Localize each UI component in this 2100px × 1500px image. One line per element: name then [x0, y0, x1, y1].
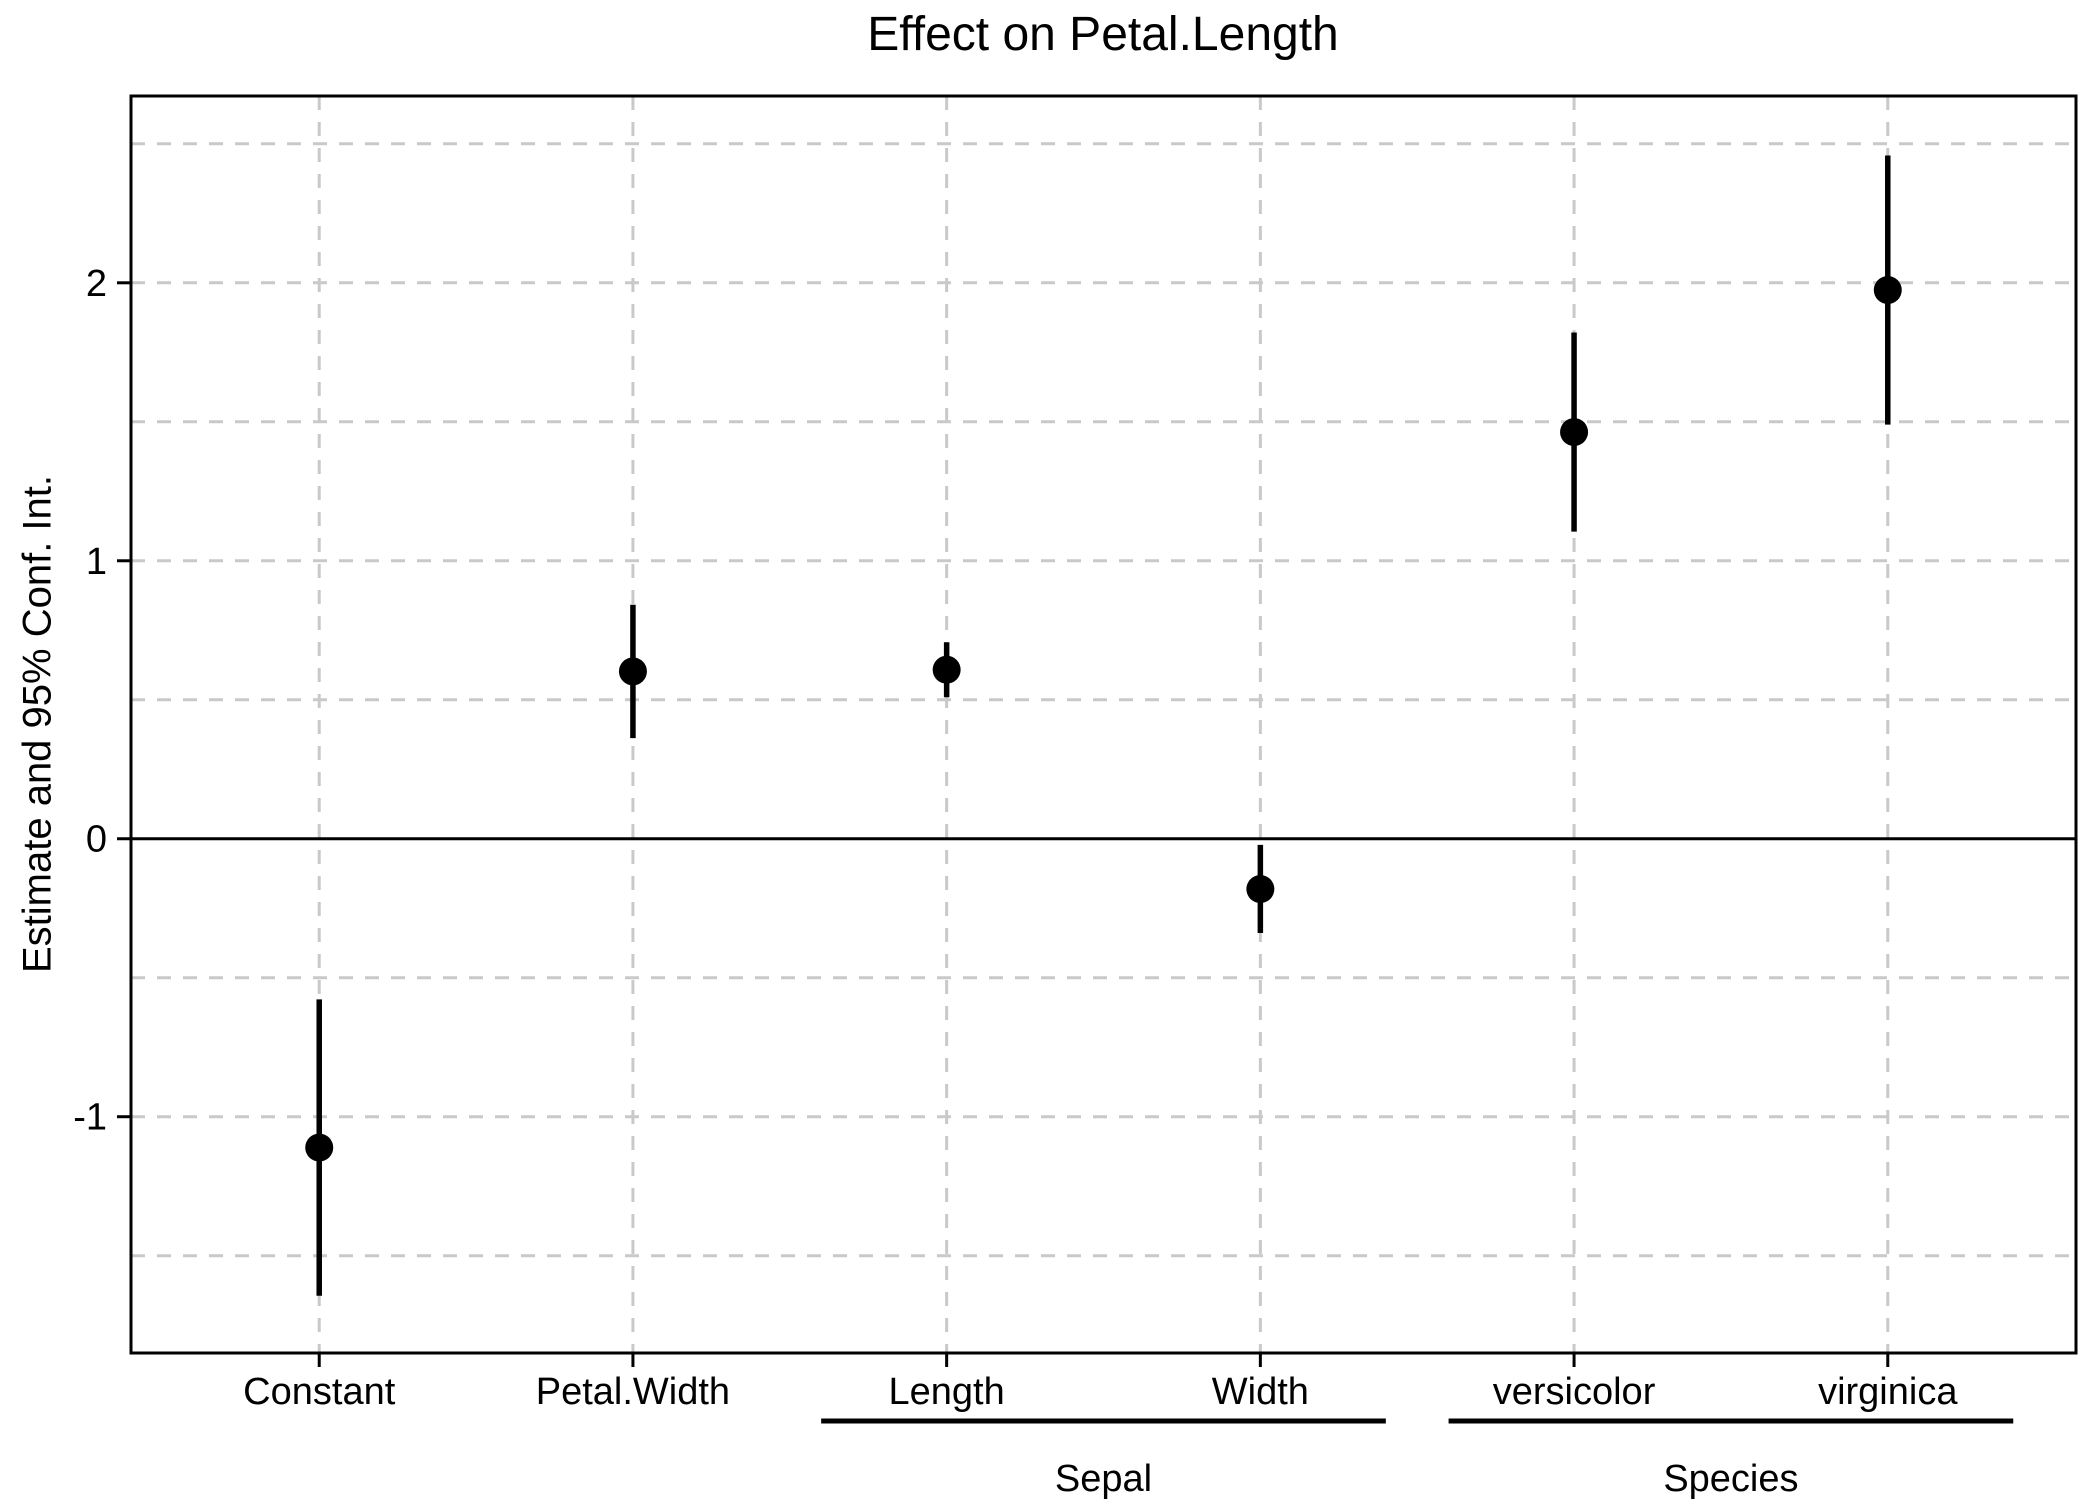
- chart-title: Effect on Petal.Length: [867, 8, 1339, 61]
- group-label: Sepal: [1055, 1458, 1152, 1500]
- estimate-point: [305, 1133, 334, 1162]
- x-axis-category-label: Width: [1212, 1371, 1309, 1413]
- estimate-point: [1873, 276, 1902, 305]
- estimate-point: [1246, 875, 1275, 904]
- y-axis-tick-label: 1: [86, 541, 107, 583]
- estimate-point: [932, 655, 961, 684]
- y-axis-tick-label: 0: [86, 819, 107, 861]
- estimate-point: [1560, 418, 1589, 447]
- x-axis-category-label: Petal.Width: [536, 1371, 730, 1413]
- estimate-point: [618, 657, 647, 686]
- y-axis-tick-label: -1: [73, 1097, 107, 1139]
- x-axis-category-label: Constant: [243, 1371, 396, 1413]
- y-axis-tick-label: 2: [86, 263, 107, 305]
- panel-border: [129, 94, 2078, 1355]
- x-axis-category-label: virginica: [1818, 1371, 1958, 1413]
- x-axis-category-label: Length: [889, 1371, 1005, 1413]
- group-label: Species: [1663, 1458, 1798, 1500]
- x-axis-category-label: versicolor: [1493, 1371, 1656, 1413]
- panel-background: [131, 96, 2076, 1353]
